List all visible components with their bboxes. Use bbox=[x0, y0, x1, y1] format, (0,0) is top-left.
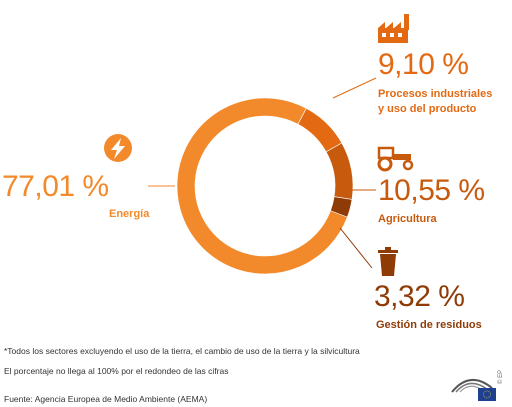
energia-label: Energía bbox=[109, 208, 150, 220]
donut-slices bbox=[176, 97, 354, 275]
copyright-notice: © EP bbox=[498, 369, 504, 384]
leader-line-procesos bbox=[332, 77, 377, 99]
agricultura-percentage: 10,55 % bbox=[378, 174, 485, 207]
residuos-label: Gestión de residuos bbox=[376, 319, 482, 331]
procesos-label-line1: Procesos industriales bbox=[378, 88, 493, 100]
donut-slice-energia bbox=[176, 97, 348, 275]
trash-can-icon bbox=[378, 247, 398, 276]
factory-icon bbox=[378, 14, 409, 43]
procesos-percentage: 9,10 % bbox=[378, 48, 469, 81]
european-parliament-logo-icon bbox=[451, 379, 496, 401]
footnote-rounding: El porcentaje no llega al 100% por el re… bbox=[4, 366, 229, 376]
procesos-label-line2: y uso del producto bbox=[378, 103, 477, 115]
leader-line-residuos bbox=[339, 227, 373, 269]
donut-slice-agricultura bbox=[325, 142, 354, 200]
residuos-percentage: 3,32 % bbox=[374, 280, 465, 313]
tractor-icon bbox=[377, 146, 414, 172]
lightning-bolt-icon bbox=[104, 134, 132, 162]
footnote-sectors: *Todos los sectores excluyendo el uso de… bbox=[4, 346, 360, 356]
donut-slice-procesos bbox=[297, 107, 343, 153]
energia-percentage: 77,01 % bbox=[2, 170, 109, 203]
footnote-source: Fuente: Agencia Europea de Medio Ambient… bbox=[4, 394, 208, 404]
agricultura-label: Agricultura bbox=[378, 213, 437, 225]
